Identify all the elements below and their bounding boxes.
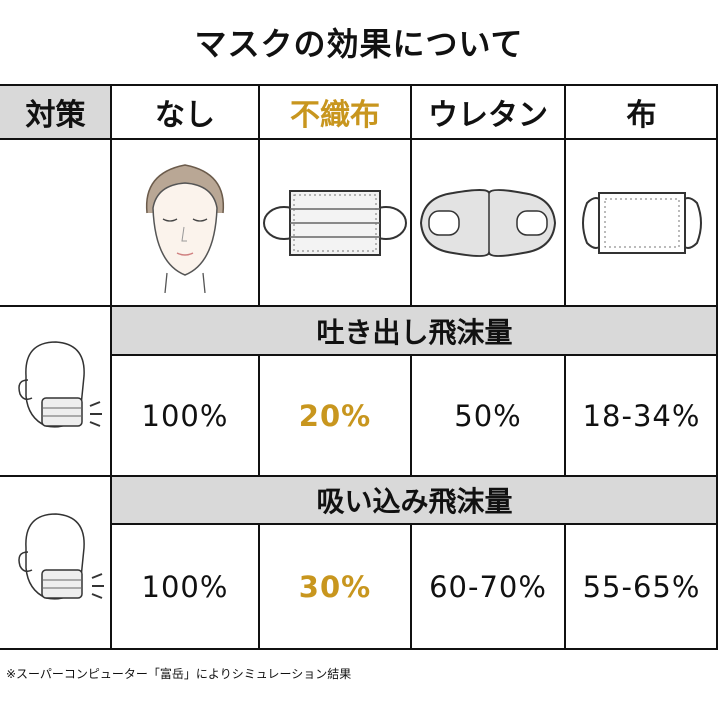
inhale-person-icon	[0, 476, 111, 650]
mask-comparison-table: 対策 なし 不織布 ウレタン 布	[0, 84, 718, 650]
footnote: ※スーパーコンピューター「富岳」によりシミュレーション結果	[6, 667, 352, 681]
table-border	[110, 84, 112, 650]
col-header-urethane: ウレタン	[428, 97, 548, 133]
value-exhale-urethane: 50%	[454, 398, 522, 433]
table-border	[0, 84, 718, 86]
value-exhale-nonwoven: 20%	[298, 398, 372, 433]
value-exhale-none: 100%	[141, 398, 229, 433]
table-border	[111, 523, 718, 525]
section-label-inhale: 吸い込み飛沫量	[111, 476, 718, 524]
table-border	[410, 84, 412, 306]
nonwoven-mask-icon	[259, 139, 411, 306]
table-border	[258, 523, 260, 650]
table-border	[0, 648, 718, 650]
table-border	[258, 84, 260, 306]
table-border	[410, 523, 412, 650]
table-border	[258, 354, 260, 476]
table-border	[716, 84, 718, 650]
col-header-nonwoven: 不織布	[290, 97, 380, 133]
table-border	[564, 354, 566, 476]
table-border	[0, 475, 718, 477]
urethane-mask-icon	[411, 139, 565, 306]
table-border	[111, 354, 718, 356]
col-header-cloth: 布	[626, 97, 657, 133]
table-border	[564, 523, 566, 650]
face-icon	[111, 139, 259, 306]
table-border	[0, 305, 718, 307]
value-inhale-cloth: 55-65%	[582, 570, 701, 604]
value-inhale-none: 100%	[141, 570, 229, 604]
value-inhale-nonwoven: 30%	[298, 570, 372, 604]
col-header-none: なし	[155, 97, 215, 133]
value-exhale-cloth: 18-34%	[582, 398, 701, 433]
corner-header: 対策	[0, 84, 111, 139]
section-label-exhale: 吐き出し飛沫量	[111, 306, 718, 355]
page-title: マスクの効果について	[194, 25, 524, 63]
value-inhale-urethane: 60-70%	[429, 570, 547, 604]
table-border	[564, 84, 566, 306]
cloth-mask-icon	[565, 139, 718, 306]
table-border	[0, 138, 718, 140]
table-border	[410, 354, 412, 476]
exhale-person-icon	[0, 306, 111, 476]
